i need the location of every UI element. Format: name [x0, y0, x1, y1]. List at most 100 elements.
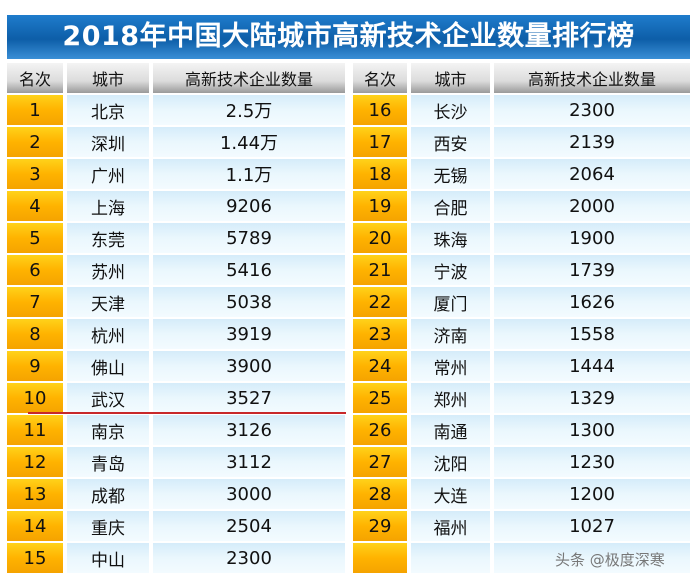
rank-cell: 15: [7, 543, 63, 575]
rank-cell: 27: [353, 447, 407, 479]
count-cell: 1300: [494, 415, 690, 447]
count-cell: 3126: [153, 415, 345, 447]
table-row: 8 杭州 3919: [7, 319, 345, 351]
table-row: 29 福州 1027: [353, 511, 690, 543]
table-header: 名次 城市 高新技术企业数量: [7, 63, 345, 93]
table-row: 13 成都 3000: [7, 479, 345, 511]
table-row: 7 天津 5038: [7, 287, 345, 319]
city-cell: 天津: [67, 287, 149, 319]
city-cell: 南通: [411, 415, 490, 447]
table-row: 28 大连 1200: [353, 479, 690, 511]
rank-cell: 14: [7, 511, 63, 543]
count-cell: 1200: [494, 479, 690, 511]
rank-cell: 16: [353, 95, 407, 127]
ranking-table-right: 名次 城市 高新技术企业数量 16 长沙 2300 17 西安 2139 18 无锡 2064 1…: [353, 63, 690, 575]
count-cell: 1.44万: [153, 127, 345, 159]
count-cell: 5789: [153, 223, 345, 255]
city-cell: 成都: [67, 479, 149, 511]
watermark: 头条 @极度深寒: [555, 551, 665, 569]
table-row: 2 深圳 1.44万: [7, 127, 345, 159]
count-cell: 1230: [494, 447, 690, 479]
rank-cell: 23: [353, 319, 407, 351]
table-row: 20 珠海 1900: [353, 223, 690, 255]
table-row: 3 广州 1.1万: [7, 159, 345, 191]
table-row: 12 青岛 3112: [7, 447, 345, 479]
city-cell: 无锡: [411, 159, 490, 191]
city-cell: 青岛: [67, 447, 149, 479]
table-row: 15 中山 2300: [7, 543, 345, 575]
header-rank: 名次: [7, 63, 63, 93]
count-cell: 3919: [153, 319, 345, 351]
table-row: 23 济南 1558: [353, 319, 690, 351]
city-cell: 郑州: [411, 383, 490, 415]
city-cell: 重庆: [67, 511, 149, 543]
count-cell: 1.1万: [153, 159, 345, 191]
rank-cell: 6: [7, 255, 63, 287]
rank-cell: 5: [7, 223, 63, 255]
city-cell: [411, 543, 490, 575]
city-cell: 宁波: [411, 255, 490, 287]
city-cell: 广州: [67, 159, 149, 191]
table-row: 4 上海 9206: [7, 191, 345, 223]
table-row: 11 南京 3126: [7, 415, 345, 447]
rank-cell: 22: [353, 287, 407, 319]
rank-cell: 19: [353, 191, 407, 223]
city-cell: 常州: [411, 351, 490, 383]
table-row: 14 重庆 2504: [7, 511, 345, 543]
city-cell: 北京: [67, 95, 149, 127]
rank-cell: 10: [7, 383, 63, 415]
rank-cell: 29: [353, 511, 407, 543]
table-row: 10 武汉 3527: [7, 383, 345, 415]
count-cell: 5038: [153, 287, 345, 319]
count-cell: 3000: [153, 479, 345, 511]
city-cell: 深圳: [67, 127, 149, 159]
table-row: 27 沈阳 1230: [353, 447, 690, 479]
city-cell: 西安: [411, 127, 490, 159]
count-cell: [494, 543, 690, 575]
table-header: 名次 城市 高新技术企业数量: [353, 63, 690, 93]
table-row: 21 宁波 1739: [353, 255, 690, 287]
city-cell: 中山: [67, 543, 149, 575]
table-row: 5 东莞 5789: [7, 223, 345, 255]
count-cell: 1900: [494, 223, 690, 255]
rank-cell: 4: [7, 191, 63, 223]
rank-cell: 11: [7, 415, 63, 447]
table-row: 18 无锡 2064: [353, 159, 690, 191]
city-cell: 南京: [67, 415, 149, 447]
count-cell: 3900: [153, 351, 345, 383]
city-cell: 沈阳: [411, 447, 490, 479]
count-cell: 9206: [153, 191, 345, 223]
count-cell: 1626: [494, 287, 690, 319]
header-rank: 名次: [353, 63, 407, 93]
count-cell: 2064: [494, 159, 690, 191]
ranking-table-left: 名次 城市 高新技术企业数量 1 北京 2.5万 2 深圳 1.44万 3 广州 1.1万 4 上海…: [7, 63, 345, 575]
city-cell: 合肥: [411, 191, 490, 223]
count-cell: 2504: [153, 511, 345, 543]
table-row: 24 常州 1444: [353, 351, 690, 383]
rank-cell: 2: [7, 127, 63, 159]
count-cell: 2300: [153, 543, 345, 575]
table-row: [353, 543, 690, 575]
rank-cell: 1: [7, 95, 63, 127]
header-count: 高新技术企业数量: [153, 63, 345, 93]
table-row: 17 西安 2139: [353, 127, 690, 159]
city-cell: 福州: [411, 511, 490, 543]
top10-divider-line: [28, 412, 346, 414]
count-cell: 5416: [153, 255, 345, 287]
count-cell: 2139: [494, 127, 690, 159]
count-cell: 2.5万: [153, 95, 345, 127]
city-cell: 厦门: [411, 287, 490, 319]
table-row: 26 南通 1300: [353, 415, 690, 447]
city-cell: 武汉: [67, 383, 149, 415]
count-cell: 1558: [494, 319, 690, 351]
count-cell: 1739: [494, 255, 690, 287]
city-cell: 东莞: [67, 223, 149, 255]
count-cell: 2000: [494, 191, 690, 223]
rank-cell: [353, 543, 407, 575]
rank-cell: 8: [7, 319, 63, 351]
table-row: 1 北京 2.5万: [7, 95, 345, 127]
rank-cell: 24: [353, 351, 407, 383]
rank-cell: 17: [353, 127, 407, 159]
header-city: 城市: [67, 63, 149, 93]
table-row: 16 长沙 2300: [353, 95, 690, 127]
